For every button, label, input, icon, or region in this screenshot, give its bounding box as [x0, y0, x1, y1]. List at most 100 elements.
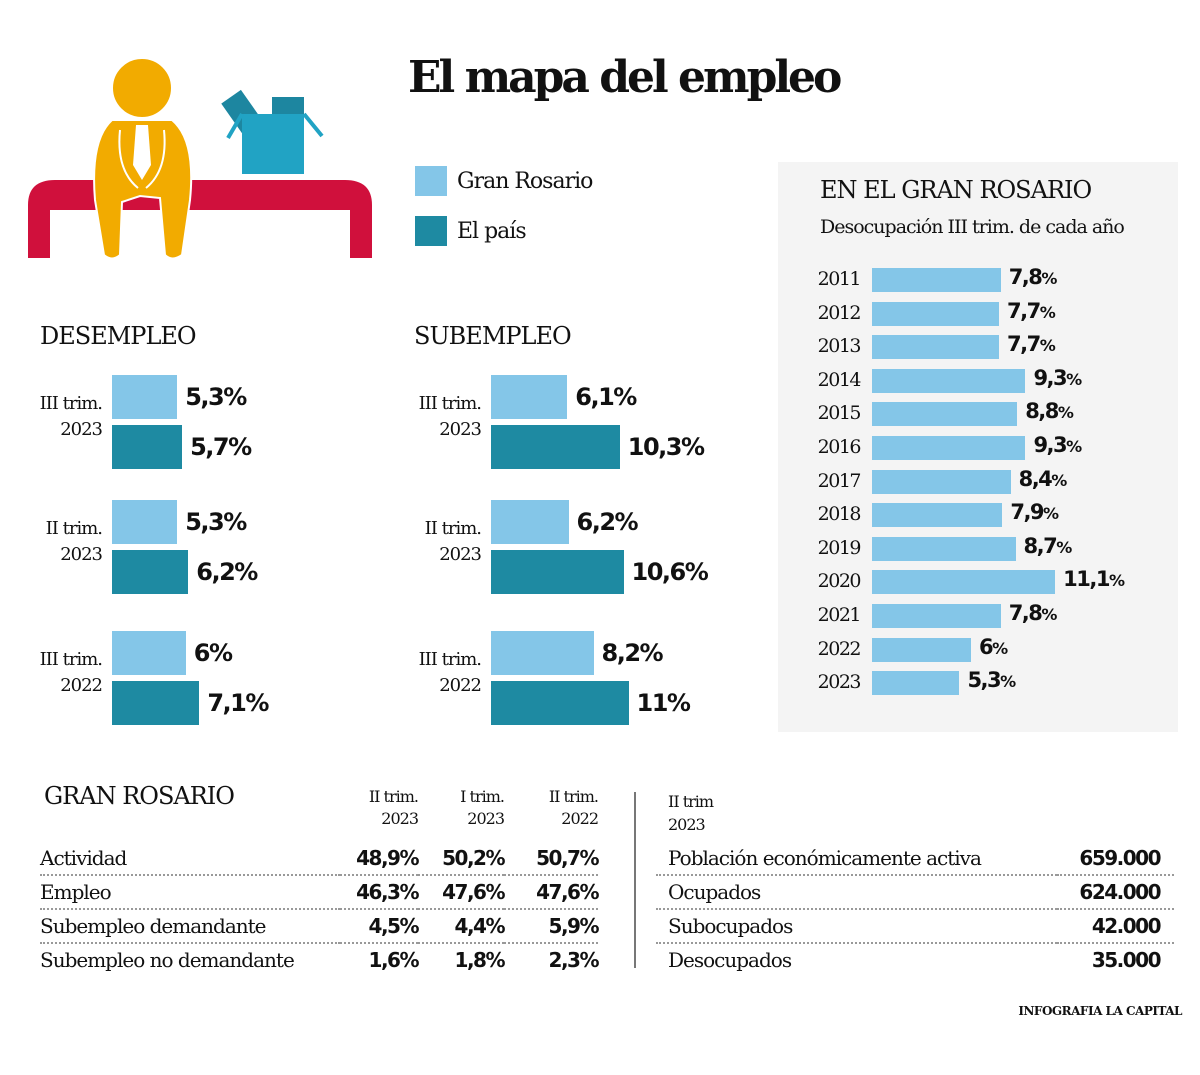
- year-bar: [872, 604, 1001, 628]
- data-label: 7,8%: [1008, 601, 1058, 625]
- row-label: Empleo: [40, 875, 340, 910]
- data-label: 8,2%: [601, 639, 664, 667]
- row-value: 35.000: [1091, 948, 1162, 972]
- row-value: 1,8%: [454, 948, 506, 972]
- year-bar: [872, 570, 1056, 595]
- table-row: Subempleo no demandante 1,6% 1,8% 2,3%: [40, 943, 600, 976]
- bar-el-pais: [491, 681, 629, 725]
- data-label-number: 7,9: [1010, 500, 1044, 525]
- legend-label: El país: [457, 218, 527, 244]
- category-label: II trim. 2023: [381, 516, 482, 568]
- unemployed-person-illustration: [28, 57, 372, 260]
- desempleo-title: DESEMPLEO: [40, 322, 197, 350]
- row-value: 46,3%: [340, 875, 420, 910]
- category-label: III trim. 2022: [2, 647, 103, 699]
- data-label: 6%: [193, 639, 233, 667]
- data-label-unit: %: [1039, 302, 1056, 322]
- table-row: Desocupados 35.000: [656, 943, 1174, 976]
- year-label: 2016: [817, 436, 862, 458]
- panel-subtitle: Desocupación III trim. de cada año: [820, 216, 1125, 238]
- data-label-number: 11,1: [1063, 567, 1110, 592]
- bar-gran-rosario: [112, 375, 178, 419]
- category-label-line: 2023: [439, 544, 482, 565]
- table-row: Empleo 46,3% 47,6% 47,6%: [40, 875, 600, 910]
- year-label: 2019: [817, 536, 862, 559]
- category-label-line: 2023: [60, 544, 103, 565]
- row-label: Actividad: [40, 842, 340, 876]
- desempleo-chart: III trim. 2023 5,3% 5,7% II trim. 2023 5,3% 6,2…: [0, 370, 380, 740]
- table-row: Subempleo demandante 4,5% 4,4% 5,9%: [40, 909, 600, 944]
- category-label-line: II trim.: [424, 518, 482, 539]
- bar-el-pais: [112, 681, 200, 725]
- row-value: 50,7%: [504, 842, 600, 876]
- column-header: II trim. 2022: [548, 787, 599, 828]
- data-label-unit: %: [992, 638, 1008, 658]
- subempleo-chart: III trim. 2023 6,1% 10,3% II trim. 2023 6,2% 10…: [375, 370, 775, 740]
- category-label-line: III trim.: [39, 649, 103, 670]
- data-label-unit: %: [1051, 470, 1067, 490]
- row-value: 659.000: [1057, 842, 1174, 876]
- legend-swatch-el-pais: [415, 216, 447, 246]
- table-row: Ocupados 624.000: [656, 875, 1174, 910]
- data-label: 7,9%: [1010, 500, 1059, 525]
- year-label: 2012: [817, 301, 862, 324]
- data-label-number: 8,4: [1018, 466, 1053, 491]
- box-icon: [221, 89, 324, 174]
- data-label: 9,3%: [1033, 433, 1082, 457]
- yearly-unemployment-panel: EN EL GRAN ROSARIO Desocupación III trim…: [778, 162, 1178, 732]
- category-label-line: III trim.: [418, 393, 482, 414]
- data-label-unit: %: [1000, 672, 1016, 692]
- category-label: III trim. 2023: [2, 391, 103, 443]
- data-label-number: 6: [979, 634, 994, 659]
- row-value: 2,3%: [548, 948, 600, 972]
- table-row: Subocupados 42.000: [656, 909, 1174, 944]
- yearly-bar-chart: 2011 7,8% 2012 7,7% 2013 7,7% 2014 9,3% 2015 8,8%…: [778, 262, 1178, 702]
- year-bar: [872, 436, 1026, 460]
- data-label: 5,3%: [967, 668, 1016, 692]
- column-header: II trim. 2023: [368, 787, 419, 828]
- category-label-line: 2023: [60, 419, 103, 440]
- data-label-unit: %: [1057, 403, 1074, 423]
- data-label: 5,3%: [185, 383, 247, 411]
- legend-item-el-pais: El país: [415, 216, 592, 246]
- data-label: 6,2%: [196, 558, 258, 586]
- data-label-number: 7,8: [1008, 601, 1043, 625]
- row-label: Población económicamente activa: [656, 842, 1058, 876]
- data-label: 7,1%: [207, 689, 269, 717]
- year-bar: [872, 671, 960, 696]
- legend: Gran Rosario El país: [415, 166, 593, 246]
- data-label: 9,3%: [1033, 365, 1082, 390]
- data-label-number: 9,3: [1033, 365, 1067, 390]
- category-label-line: 2023: [439, 419, 482, 440]
- year-label: 2013: [817, 335, 862, 358]
- counts-period: II trim 2023: [668, 792, 714, 834]
- year-bar: [872, 637, 971, 662]
- data-label-unit: %: [1066, 437, 1082, 456]
- row-label: Desocupados: [668, 948, 792, 972]
- bar-el-pais: [491, 425, 620, 469]
- data-label-unit: %: [1041, 605, 1057, 624]
- year-bar: [872, 368, 1026, 393]
- year-bar: [872, 402, 1018, 427]
- data-label: 10,3%: [627, 433, 705, 461]
- year-bar: [872, 469, 1011, 494]
- row-value: 5,9%: [504, 909, 600, 944]
- subempleo-title: SUBEMPLEO: [414, 322, 572, 350]
- category-label-line: 2022: [60, 675, 103, 696]
- bar-el-pais: [112, 425, 183, 469]
- bar-el-pais: [112, 550, 189, 594]
- year-bar: [872, 335, 1000, 360]
- year-label: 2014: [817, 368, 862, 391]
- year-label: 2018: [817, 503, 862, 526]
- legend-swatch-gran-rosario: [415, 166, 447, 196]
- year-bar: [872, 536, 1016, 561]
- credit: INFOGRAFIA LA CAPITAL: [1018, 1004, 1182, 1018]
- category-label: II trim. 2023: [2, 516, 103, 568]
- data-label-number: 7,7: [1007, 298, 1041, 323]
- bar-gran-rosario: [491, 500, 569, 544]
- bar-el-pais: [491, 550, 624, 594]
- counts-table: Población económicamente activa 659.000 Oc…: [656, 842, 1174, 976]
- year-label: 2017: [817, 469, 862, 492]
- year-bar: [872, 503, 1003, 528]
- row-label: Subempleo no demandante: [40, 948, 295, 972]
